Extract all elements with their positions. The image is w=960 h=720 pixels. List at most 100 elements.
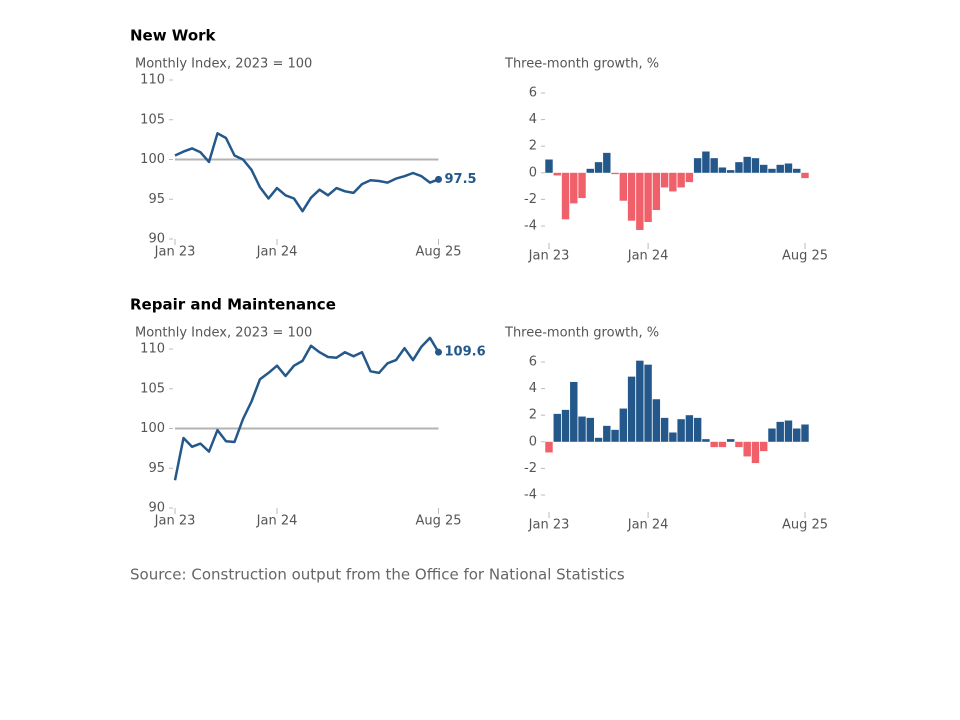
bar bbox=[627, 376, 636, 442]
x-tick-label: Jan 24 bbox=[627, 518, 669, 533]
bar bbox=[619, 172, 628, 201]
bar bbox=[768, 428, 776, 442]
bar bbox=[759, 441, 768, 452]
y-tick-label: 105 bbox=[140, 381, 165, 396]
bar bbox=[603, 152, 611, 173]
bar bbox=[685, 415, 694, 442]
y-tick-label: 110 bbox=[140, 342, 165, 357]
y-tick-label: 4 bbox=[529, 112, 537, 127]
bar bbox=[578, 172, 586, 199]
y-tick-label: -2 bbox=[524, 461, 537, 476]
y-tick-label: 110 bbox=[140, 73, 165, 88]
axis-subtitle: Three-month growth, % bbox=[504, 57, 659, 72]
bar bbox=[702, 151, 710, 173]
y-tick-label: -4 bbox=[524, 219, 537, 234]
bar bbox=[644, 364, 652, 442]
bar bbox=[561, 172, 570, 220]
bar bbox=[652, 399, 661, 442]
bar bbox=[710, 441, 718, 448]
bar bbox=[669, 432, 677, 442]
bar bbox=[594, 437, 603, 442]
bar bbox=[801, 172, 809, 179]
y-tick-label: 0 bbox=[529, 434, 537, 449]
bar bbox=[586, 417, 595, 442]
x-tick-label: Jan 24 bbox=[627, 249, 669, 264]
x-tick-label: Aug 25 bbox=[782, 249, 828, 264]
x-tick-label: Jan 23 bbox=[154, 245, 196, 260]
section-title: Repair and Maintenance bbox=[130, 296, 336, 314]
bar bbox=[759, 164, 768, 173]
bar bbox=[636, 360, 644, 442]
x-tick-label: Jan 24 bbox=[256, 514, 298, 529]
bar bbox=[793, 168, 801, 173]
y-tick-label: 2 bbox=[529, 139, 537, 154]
bar bbox=[644, 172, 652, 223]
end-dot bbox=[435, 348, 442, 356]
bar bbox=[693, 158, 702, 173]
bar bbox=[784, 163, 793, 173]
bar bbox=[726, 439, 735, 442]
bar bbox=[685, 172, 694, 183]
end-label: 109.6 bbox=[445, 345, 486, 360]
source: Source: Construction output from the Off… bbox=[130, 566, 625, 584]
bar bbox=[586, 168, 595, 173]
bar bbox=[743, 441, 751, 457]
bar bbox=[669, 172, 677, 192]
end-label: 97.5 bbox=[445, 172, 477, 187]
bar bbox=[553, 172, 561, 176]
y-tick-label: 100 bbox=[140, 152, 165, 167]
bar bbox=[784, 420, 793, 442]
bar bbox=[693, 417, 702, 442]
section-title: New Work bbox=[130, 27, 217, 45]
bar bbox=[545, 159, 553, 173]
bar bbox=[718, 167, 727, 173]
y-tick-label: 2 bbox=[529, 408, 537, 423]
bar bbox=[801, 424, 809, 442]
x-tick-label: Jan 23 bbox=[154, 514, 196, 529]
bar bbox=[776, 164, 784, 173]
bar bbox=[735, 162, 743, 173]
axis-subtitle: Three-month growth, % bbox=[504, 326, 659, 341]
y-tick-label: 6 bbox=[529, 86, 537, 101]
bar bbox=[677, 172, 685, 188]
bar bbox=[652, 172, 661, 211]
bar bbox=[545, 441, 553, 453]
y-tick-label: 4 bbox=[529, 381, 537, 396]
x-tick-label: Aug 25 bbox=[782, 518, 828, 533]
axis-subtitle: Monthly Index, 2023 = 100 bbox=[135, 57, 312, 72]
y-tick-label: 0 bbox=[529, 165, 537, 180]
bar bbox=[636, 172, 644, 230]
x-tick-label: Jan 23 bbox=[528, 249, 570, 264]
bar bbox=[603, 425, 611, 442]
y-tick-label: -2 bbox=[524, 192, 537, 207]
bar bbox=[793, 428, 801, 442]
y-tick-label: 95 bbox=[148, 192, 165, 207]
line bbox=[173, 336, 440, 481]
bar bbox=[553, 413, 561, 442]
bar bbox=[751, 441, 760, 464]
bar bbox=[677, 419, 685, 442]
bar bbox=[735, 441, 743, 448]
bar bbox=[570, 381, 578, 442]
line bbox=[174, 132, 439, 213]
bar bbox=[660, 417, 669, 442]
bar bbox=[570, 172, 578, 204]
x-tick-label: Aug 25 bbox=[415, 514, 461, 529]
y-tick-label: 6 bbox=[529, 355, 537, 370]
y-tick-label: 90 bbox=[148, 232, 165, 247]
bar bbox=[776, 421, 784, 442]
bar bbox=[660, 172, 669, 188]
bar bbox=[751, 158, 760, 173]
bar bbox=[743, 156, 751, 173]
y-tick-label: 100 bbox=[140, 421, 165, 436]
bar bbox=[768, 168, 776, 173]
axis-subtitle: Monthly Index, 2023 = 100 bbox=[135, 326, 312, 341]
x-tick-label: Jan 23 bbox=[528, 518, 570, 533]
y-tick-label: -4 bbox=[524, 488, 537, 503]
bar bbox=[578, 416, 586, 442]
bar bbox=[619, 408, 628, 442]
y-tick-label: 95 bbox=[148, 461, 165, 476]
bar bbox=[561, 409, 570, 442]
bar bbox=[710, 158, 718, 173]
y-tick-label: 90 bbox=[148, 501, 165, 516]
